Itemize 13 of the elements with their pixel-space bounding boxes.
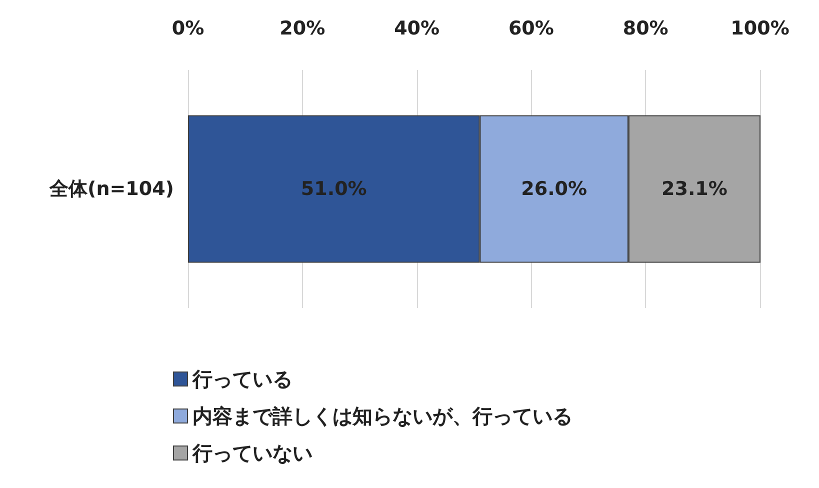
legend-label: 行っている [192,367,292,391]
x-tick-label: 20% [280,18,326,40]
legend-label: 内容まで詳しくは知らないが、行っている [192,404,572,428]
y-tick-label: 全体(n=104) [48,178,174,200]
data-label: 51.0% [300,178,367,200]
x-tick-label: 40% [394,18,440,40]
data-label: 23.1% [662,178,728,200]
x-tick-label: 80% [622,18,668,40]
legend-label: 行っていない [192,441,312,465]
x-tick-label: 0% [172,18,204,40]
x-tick-label: 100% [730,18,790,40]
data-label: 26.0% [521,178,588,200]
x-tick-label: 60% [508,18,554,40]
